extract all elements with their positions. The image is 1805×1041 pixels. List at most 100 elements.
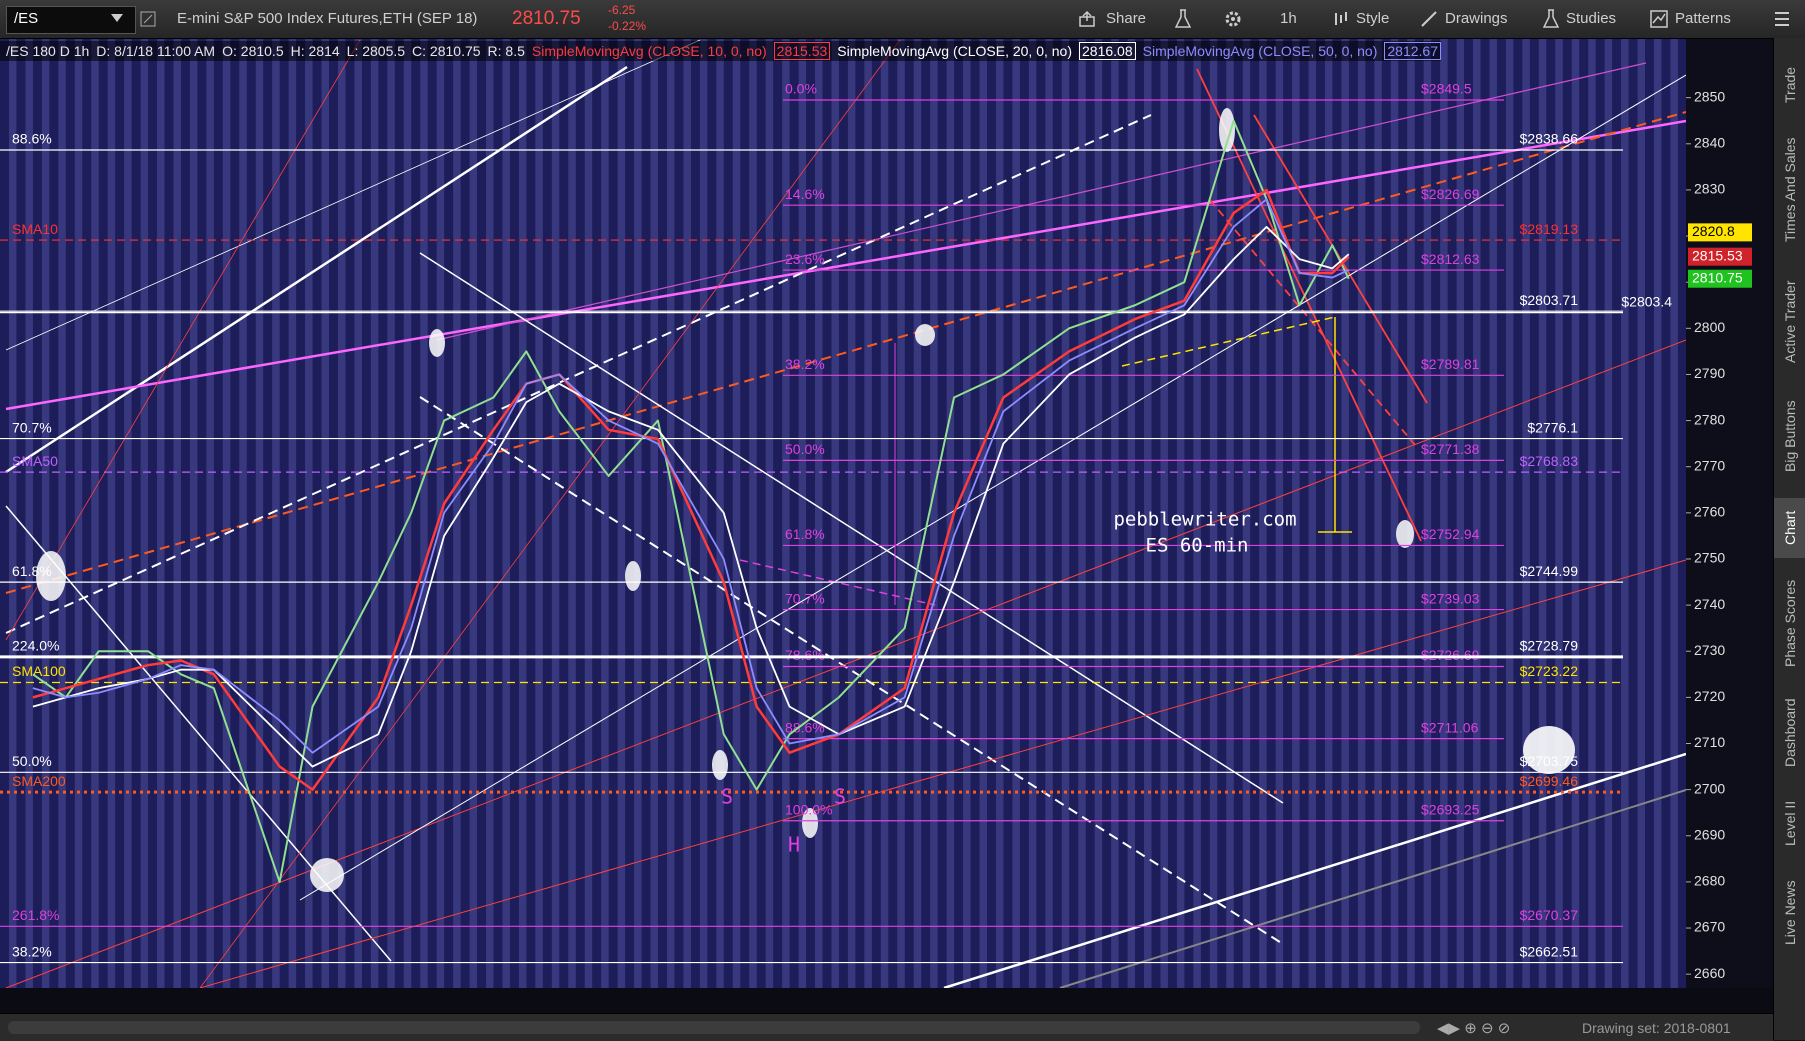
price-line	[32, 119, 1350, 883]
fib-level-label: $2726.69	[1421, 647, 1480, 663]
chart: 2660 2670 2680 2690 2700 2710 2720 2730 2740 2750…	[0, 38, 1773, 1013]
fib-level-label: $2752.94	[1421, 526, 1480, 542]
price-level-label: $2703.75	[1520, 753, 1579, 769]
fib-level-name: 23.6%	[785, 251, 825, 267]
chart-settings: /ES 180 D 1h	[6, 43, 90, 59]
price-level-label: $2803.71	[1520, 292, 1579, 308]
y-tick-label: 2670	[1694, 919, 1725, 935]
y-tick-label: 2720	[1694, 688, 1725, 704]
share-icon[interactable]	[1078, 11, 1096, 27]
y-tick-label: 2840	[1694, 134, 1725, 150]
bar-low: L: 2805.5	[346, 43, 406, 59]
drawings-icon[interactable]	[1420, 10, 1438, 28]
fib-level-label: $2849.5	[1421, 81, 1472, 97]
studies-icon[interactable]	[1543, 9, 1559, 29]
sidebar-tab[interactable]: Big Buttons	[1782, 400, 1798, 472]
fib-level-name: 14.6%	[785, 186, 825, 202]
y-tick-label: 2760	[1694, 504, 1725, 520]
share-button[interactable]: Share	[1106, 10, 1147, 27]
price-level-label: $2662.51	[1520, 943, 1579, 959]
symbol-input[interactable]	[6, 6, 136, 34]
symbol[interactable]: /ES	[14, 10, 39, 27]
fib-level-label: $2711.06	[1421, 719, 1479, 735]
bar-open: O: 2810.5	[222, 43, 284, 59]
y-tick-label: 2780	[1694, 411, 1725, 427]
toolbar: /ES E-mini S&P 500 Index Futures,ETH (SE…	[0, 0, 1805, 39]
annotation: S	[834, 785, 846, 809]
annotation: pebblewriter.com	[1113, 509, 1296, 531]
change-pct: -0.22%	[608, 19, 647, 33]
fib-level-name: 78.6%	[785, 647, 825, 663]
price-level-label: $2670.37	[1520, 907, 1579, 923]
study-name[interactable]: SimpleMovingAvg (CLOSE, 20, 0, no)	[837, 43, 1073, 59]
y-tick-label: 2750	[1694, 550, 1725, 566]
price-level-name: SMA100	[12, 663, 66, 679]
fib-level-label: $2771.38	[1421, 441, 1480, 457]
sidebar-tab[interactable]: Live News	[1782, 880, 1798, 946]
last-price: 2810.75	[512, 8, 581, 29]
price-level-label: $2728.79	[1520, 638, 1579, 654]
settings-icon[interactable]	[1224, 10, 1242, 28]
fib-level-name: 61.8%	[785, 526, 825, 542]
patterns-icon[interactable]	[1650, 10, 1668, 28]
price-flag	[1688, 223, 1752, 242]
price-flag	[1688, 247, 1752, 266]
price-level-name: SMA200	[12, 773, 66, 789]
link-icon[interactable]	[140, 11, 156, 27]
sidebar-tab[interactable]: Phase Scores	[1782, 579, 1798, 667]
style-button[interactable]: Style	[1356, 10, 1390, 27]
y-tick-label: 2700	[1694, 780, 1725, 796]
study-line	[32, 188, 1350, 791]
sidebar-tab[interactable]: Active Trader	[1782, 280, 1798, 364]
price-level-label: $2819.13	[1520, 221, 1579, 237]
dropdown-arrow[interactable]	[110, 13, 124, 23]
bar-high: H: 2814	[290, 43, 340, 59]
y-tick-label: 2850	[1694, 88, 1725, 104]
fib-level-name: 100.0%	[785, 801, 832, 817]
description: E-mini S&P 500 Index Futures,ETH (SEP 18…	[177, 10, 478, 27]
price-level-name: SMA10	[12, 221, 58, 237]
sidebar-tab[interactable]: Times And Sales	[1782, 137, 1798, 243]
sidebar-tab[interactable]: Level II	[1782, 800, 1798, 846]
y-tick-label: 2730	[1694, 642, 1725, 658]
annotation: H	[788, 833, 800, 857]
y-tick-label: 2660	[1694, 965, 1725, 981]
bar-close: C: 2810.75	[412, 43, 481, 59]
scroll-track[interactable]	[8, 1021, 1420, 1034]
bar-date: D: 8/1/18 11:00 AM	[96, 43, 216, 59]
scroll-bar: ◀▶ ⊕ ⊖ ⊘ Drawing set: 2018-0801	[0, 1013, 1773, 1041]
price-flag-label: 2820.8	[1692, 223, 1735, 239]
date-axis-band	[0, 988, 1773, 1013]
price-level-name: 50.0%	[12, 753, 52, 769]
price-flag-label: 2815.53	[1692, 247, 1743, 263]
sidebar-tab[interactable]: Trade	[1782, 66, 1798, 104]
y-tick-label: 2680	[1694, 873, 1725, 889]
study-value: 2815.53	[773, 42, 831, 60]
price-level-label: $2744.99	[1520, 563, 1579, 579]
fib-level-label: $2826.69	[1421, 186, 1480, 202]
style-icon[interactable]	[1333, 11, 1349, 27]
price-level-label: $2699.46	[1520, 773, 1579, 789]
timeframe-button[interactable]: 1h	[1280, 10, 1297, 27]
menu-icon[interactable]	[1774, 10, 1790, 28]
studies-button[interactable]: Studies	[1566, 10, 1617, 27]
study-name[interactable]: SimpleMovingAvg (CLOSE, 50, 0, no)	[1142, 43, 1378, 59]
price-level-name: 88.6%	[12, 131, 52, 147]
fib-level-label: $2789.81	[1421, 356, 1480, 372]
price-level-label: $2776.1	[1527, 419, 1578, 435]
flask-icon[interactable]	[1175, 9, 1191, 29]
drawings-button[interactable]: Drawings	[1445, 10, 1508, 27]
study-value: 2812.67	[1384, 42, 1441, 60]
sidebar-tab-active[interactable]: Chart	[1774, 498, 1805, 558]
price-level-label: $2768.83	[1520, 453, 1579, 469]
price-level-name: 61.8%	[12, 563, 52, 579]
patterns-button[interactable]: Patterns	[1675, 10, 1731, 27]
annotation: S	[721, 785, 733, 809]
zoom-controls[interactable]: ◀▶ ⊕ ⊖ ⊘	[1437, 1020, 1511, 1037]
price-level-label: $2803.4	[1621, 293, 1672, 309]
price-level-name: 38.2%	[12, 943, 52, 959]
y-tick-label: 2790	[1694, 365, 1725, 381]
study-name[interactable]: SimpleMovingAvg (CLOSE, 10, 0, no)	[531, 43, 767, 59]
sidebar-tab[interactable]: Dashboard	[1782, 698, 1798, 768]
